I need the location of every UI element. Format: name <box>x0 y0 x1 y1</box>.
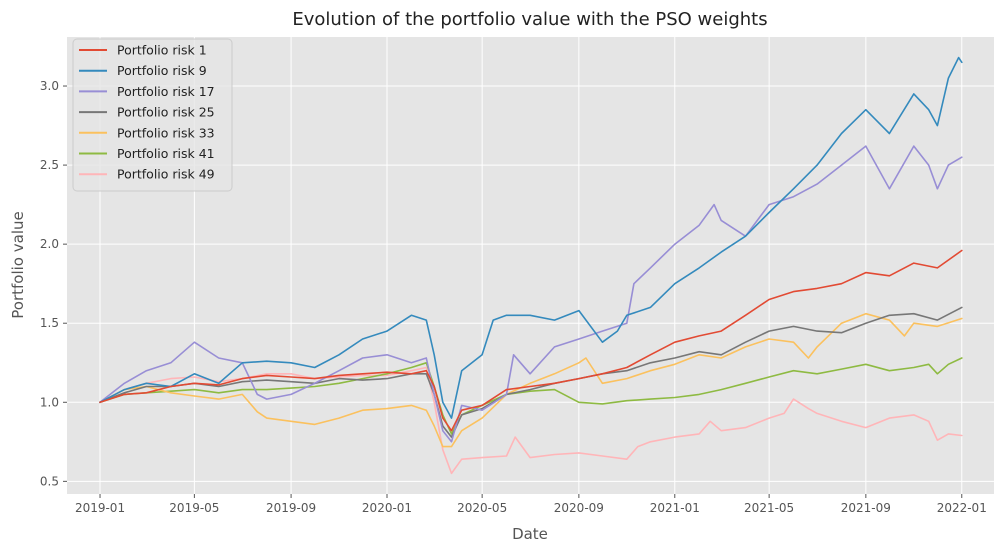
y-tick-label: 2.5 <box>40 158 59 172</box>
legend: Portfolio risk 1 Portfolio risk 9 Portfoli… <box>72 38 233 192</box>
series-line-portfolio-risk-9 <box>99 56 963 419</box>
y-tick-label: 1.0 <box>40 395 59 409</box>
legend-label: Portfolio risk 9 <box>117 63 207 78</box>
series-line-portfolio-risk-1 <box>99 249 963 432</box>
legend-label: Portfolio risk 41 <box>117 146 215 161</box>
y-tick-label: 2.0 <box>40 237 59 251</box>
x-tick-label: 2019-09 <box>266 501 316 515</box>
chart-title: Evolution of the portfolio value with th… <box>292 9 767 30</box>
x-tick-label: 2020-01 <box>362 501 412 515</box>
legend-label: Portfolio risk 25 <box>117 105 215 120</box>
series-line-portfolio-risk-49 <box>99 366 963 475</box>
x-tick-label: 2021-09 <box>841 501 891 515</box>
legend-label: Portfolio risk 1 <box>117 43 207 58</box>
x-axis-label: Date <box>512 525 548 543</box>
x-tick-label: 2020-05 <box>457 501 507 515</box>
series-line-portfolio-risk-17 <box>99 145 963 443</box>
legend-box <box>72 38 233 192</box>
y-axis-label: Portfolio value <box>9 211 27 318</box>
x-tick-label: 2019-01 <box>75 501 125 515</box>
legend-label: Portfolio risk 33 <box>117 125 215 140</box>
x-tick-label: 2020-09 <box>554 501 604 515</box>
y-tick-label: 0.5 <box>40 474 59 488</box>
x-tick-label: 2021-05 <box>744 501 794 515</box>
legend-label: Portfolio risk 49 <box>117 167 215 182</box>
x-tick-label: 2019-05 <box>169 501 219 515</box>
x-tick-label: 2022-01 <box>937 501 987 515</box>
y-tick-label: 3.0 <box>40 79 59 93</box>
x-axis-ticks: 2019-01 2019-05 2019-09 2020-01 2020-05 2020-… <box>75 494 987 515</box>
legend-label: Portfolio risk 17 <box>117 84 215 99</box>
legend-items: Portfolio risk 1 Portfolio risk 9 Portfoli… <box>79 43 215 182</box>
y-tick-label: 1.5 <box>40 316 59 330</box>
y-axis-ticks: 0.5 1.0 1.5 2.0 2.5 3.0 <box>40 79 67 488</box>
series-lines <box>99 56 963 475</box>
x-tick-label: 2021-01 <box>650 501 700 515</box>
